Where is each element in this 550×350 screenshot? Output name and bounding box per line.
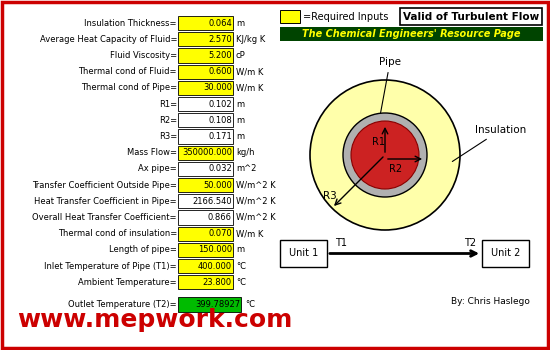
Text: Ambient Temperature=: Ambient Temperature= — [78, 278, 177, 287]
Text: °C: °C — [245, 300, 255, 309]
Text: W/m^2 K: W/m^2 K — [236, 197, 276, 206]
Circle shape — [351, 121, 419, 189]
Bar — [280, 10, 300, 23]
Text: Valid of Turbulent Flow: Valid of Turbulent Flow — [403, 12, 539, 21]
Text: R2: R2 — [389, 164, 402, 174]
Bar — [178, 226, 233, 241]
Bar — [178, 298, 241, 312]
Text: 350000.000: 350000.000 — [182, 148, 232, 157]
Text: Fluid Viscosity=: Fluid Viscosity= — [110, 51, 177, 60]
Bar — [178, 65, 233, 79]
Text: 0.866: 0.866 — [208, 213, 232, 222]
Bar — [280, 240, 327, 267]
Text: 399.78927: 399.78927 — [195, 300, 240, 309]
Text: Overall Heat Transfer Coefficient=: Overall Heat Transfer Coefficient= — [32, 213, 177, 222]
Text: Length of pipe=: Length of pipe= — [109, 245, 177, 254]
Text: 150.000: 150.000 — [198, 245, 232, 254]
Bar — [178, 32, 233, 47]
Text: W/m K: W/m K — [236, 83, 263, 92]
Text: Thermal cond of Fluid=: Thermal cond of Fluid= — [79, 67, 177, 76]
Text: 0.070: 0.070 — [208, 229, 232, 238]
Text: R2=: R2= — [159, 116, 177, 125]
Text: °C: °C — [236, 261, 246, 271]
Bar — [178, 259, 233, 273]
Text: W/m^2 K: W/m^2 K — [236, 213, 276, 222]
Text: www.mepwork.com: www.mepwork.com — [17, 308, 293, 332]
Text: Inlet Temperature of Pipe (T1)=: Inlet Temperature of Pipe (T1)= — [45, 261, 177, 271]
Text: 2166.540: 2166.540 — [192, 197, 232, 206]
Bar — [400, 8, 542, 25]
Text: 0.032: 0.032 — [208, 164, 232, 173]
Text: T1: T1 — [335, 238, 347, 248]
Text: Outlet Temperature (T2)=: Outlet Temperature (T2)= — [68, 300, 177, 309]
Bar — [178, 146, 233, 160]
Bar — [178, 113, 233, 127]
Text: m^2: m^2 — [236, 164, 256, 173]
Text: m: m — [236, 132, 244, 141]
Bar — [178, 243, 233, 257]
Text: m: m — [236, 245, 244, 254]
Text: Insulation Thickness=: Insulation Thickness= — [85, 19, 177, 28]
Text: Average Heat Capacity of Fluid=: Average Heat Capacity of Fluid= — [40, 35, 177, 44]
Text: 0.108: 0.108 — [208, 116, 232, 125]
Text: Heat Transfer Coefficient in Pipe=: Heat Transfer Coefficient in Pipe= — [34, 197, 177, 206]
Text: T2: T2 — [464, 238, 476, 248]
Bar — [178, 97, 233, 111]
Text: Thermal cond of Pipe=: Thermal cond of Pipe= — [81, 83, 177, 92]
Text: kg/h: kg/h — [236, 148, 255, 157]
Text: R1=: R1= — [159, 100, 177, 108]
Bar — [178, 162, 233, 176]
Text: 0.102: 0.102 — [208, 100, 232, 108]
Text: m: m — [236, 116, 244, 125]
Text: Insulation: Insulation — [452, 125, 526, 161]
Text: R1: R1 — [372, 137, 385, 147]
Circle shape — [343, 113, 427, 197]
Text: cP: cP — [236, 51, 246, 60]
Bar — [178, 210, 233, 225]
Bar — [482, 240, 529, 267]
Bar — [178, 194, 233, 208]
Text: Transfer Coefficient Outside Pipe=: Transfer Coefficient Outside Pipe= — [32, 181, 177, 190]
Text: Ax pipe=: Ax pipe= — [138, 164, 177, 173]
Bar — [280, 27, 543, 41]
Text: Pipe: Pipe — [379, 57, 401, 113]
Bar — [178, 81, 233, 95]
Text: R3=: R3= — [159, 132, 177, 141]
Circle shape — [310, 80, 460, 230]
Text: 400.000: 400.000 — [198, 261, 232, 271]
Text: 0.064: 0.064 — [208, 19, 232, 28]
Text: 2.570: 2.570 — [208, 35, 232, 44]
Bar — [178, 48, 233, 63]
Text: KJ/kg K: KJ/kg K — [236, 35, 265, 44]
Bar — [178, 16, 233, 30]
Text: Unit 2: Unit 2 — [491, 248, 520, 259]
Text: 50.000: 50.000 — [203, 181, 232, 190]
Bar — [178, 178, 233, 192]
Text: R3: R3 — [322, 191, 336, 201]
Text: Unit 1: Unit 1 — [289, 248, 318, 259]
Text: Thermal cond of insulation=: Thermal cond of insulation= — [58, 229, 177, 238]
Text: Mass Flow=: Mass Flow= — [127, 148, 177, 157]
Text: m: m — [236, 100, 244, 108]
Bar — [178, 130, 233, 144]
Text: 5.200: 5.200 — [208, 51, 232, 60]
Text: 23.800: 23.800 — [203, 278, 232, 287]
Text: =Required Inputs: =Required Inputs — [303, 12, 388, 21]
Text: m: m — [236, 19, 244, 28]
Text: W/m^2 K: W/m^2 K — [236, 181, 276, 190]
Text: 30.000: 30.000 — [203, 83, 232, 92]
Text: W/m K: W/m K — [236, 67, 263, 76]
Text: The Chemical Engineers' Resource Page: The Chemical Engineers' Resource Page — [302, 29, 520, 39]
Bar — [178, 275, 233, 289]
Text: °C: °C — [236, 278, 246, 287]
Text: 0.600: 0.600 — [208, 67, 232, 76]
Text: By: Chris Haslego: By: Chris Haslego — [450, 298, 530, 307]
Text: 0.171: 0.171 — [208, 132, 232, 141]
Text: W/m K: W/m K — [236, 229, 263, 238]
